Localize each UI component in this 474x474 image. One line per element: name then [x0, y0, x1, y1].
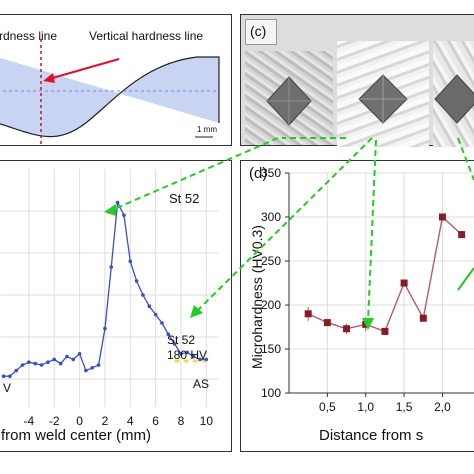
data-point — [458, 231, 466, 239]
data-point — [179, 352, 183, 356]
data-point — [128, 259, 133, 264]
data-point — [362, 320, 370, 328]
data-point — [1, 374, 6, 378]
data-point — [71, 357, 76, 362]
data-point — [77, 352, 82, 356]
left-x-axis-label: from weld center (mm) — [1, 427, 152, 444]
right-side-label: AS — [193, 377, 210, 391]
panel-c-badge: (c) — [245, 19, 277, 45]
data-point — [58, 361, 63, 366]
x-tick-label: 1,0 — [357, 400, 374, 414]
x-tick-label: 2 — [102, 414, 109, 428]
data-point — [20, 363, 25, 367]
data-point — [153, 312, 158, 317]
bm-label-line2: 180 HV — [167, 348, 208, 362]
x-tick-label: 0,5 — [319, 400, 336, 414]
data-point — [109, 265, 114, 269]
data-point — [65, 354, 69, 359]
y-tick-label: 100 — [261, 386, 281, 400]
data-point — [147, 304, 152, 308]
red-pointer-arrow — [48, 58, 120, 80]
data-point — [160, 321, 164, 325]
data-point — [438, 213, 446, 221]
panel-c-label: (c) — [250, 23, 267, 39]
weld-cross-section-panel: rdness line Vertical hardness line 1 mm — [0, 14, 232, 147]
right-y-axis-label: Microhardness (HV0.3) — [249, 225, 265, 369]
weld-profile-svg — [0, 39, 220, 147]
series-line — [307, 215, 463, 333]
data-point — [84, 368, 88, 373]
data-point — [52, 357, 57, 362]
data-point — [191, 354, 196, 359]
data-point — [14, 368, 19, 373]
data-point — [400, 279, 408, 287]
left-side-label: V — [3, 381, 12, 395]
indent-3 — [434, 74, 474, 124]
panel-d-label: (d) — [249, 165, 268, 182]
right-x-axis-label: Distance from s — [319, 427, 424, 444]
red-arrow-head — [43, 73, 55, 83]
x-tick-label: -2 — [49, 414, 60, 428]
weld-profile-outline — [0, 56, 220, 138]
micrograph-panel: (c) — [240, 14, 474, 147]
data-point — [103, 326, 107, 331]
data-point — [96, 363, 101, 367]
y-tick-label: 150 — [261, 342, 281, 356]
data-point — [90, 366, 95, 370]
data-point — [323, 319, 331, 327]
data-point — [122, 213, 126, 217]
micrograph-2 — [337, 41, 429, 147]
data-point — [343, 325, 351, 333]
series-label: St 52 — [169, 191, 200, 206]
data-point — [46, 360, 50, 364]
left-hardness-panel: -4 -2 0 2 4 6 8 10 St 52 St 52 180 HV V AS from… — [0, 160, 232, 452]
data-point — [381, 327, 389, 335]
x-tick-label: 2,0 — [434, 400, 451, 414]
vertical-hardness-label: Vertical hardness line — [89, 29, 204, 43]
x-tick-label: 1,5 — [396, 400, 413, 414]
micrograph-1 — [245, 51, 333, 145]
data-point — [115, 200, 120, 205]
data-point — [419, 314, 427, 322]
data-point — [198, 357, 202, 362]
x-tick-label: 0 — [76, 414, 83, 428]
scale-label: 1 mm — [197, 125, 217, 134]
x-tick-label: 10 — [200, 414, 214, 428]
panel-d: 100 150 200 250 300 350 0,5 1,0 1,5 2,0 (d) Micro… — [240, 160, 474, 452]
data-point — [166, 332, 171, 336]
data-point — [27, 360, 31, 364]
data-point — [134, 279, 139, 283]
weld-profile-shape — [0, 57, 219, 137]
x-tick-label: -4 — [24, 414, 35, 428]
horizontal-hardness-label: rdness line — [0, 29, 58, 43]
data-point — [185, 350, 190, 355]
micrograph-3 — [433, 41, 474, 147]
data-point — [304, 310, 312, 318]
bm-label-line1: St 52 — [167, 333, 196, 347]
x-tick-label: 8 — [178, 414, 185, 428]
data-point — [172, 342, 177, 346]
data-point — [33, 361, 38, 366]
data-point — [204, 357, 209, 362]
x-tick-label: 4 — [127, 414, 134, 428]
data-point — [8, 374, 12, 378]
data-point — [39, 363, 44, 367]
data-point — [141, 293, 145, 297]
x-tick-label: 6 — [152, 414, 159, 428]
